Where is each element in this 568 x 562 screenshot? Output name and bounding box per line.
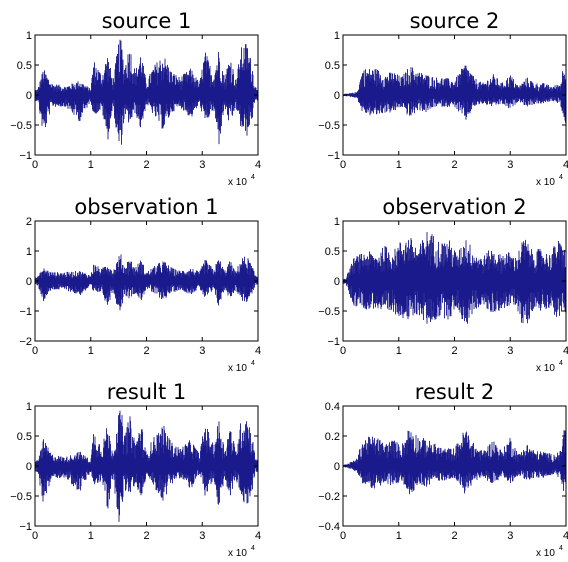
chart-5-series-line	[35, 410, 258, 522]
chart-6-y-tick-label: 0	[334, 461, 340, 473]
chart-2-x-tick-label: 3	[507, 159, 513, 171]
chart-6-y-tick-label: 0.4	[325, 401, 340, 413]
chart-6-x-multiplier-exponent: 4	[559, 545, 563, 552]
chart-2-series-line	[343, 65, 566, 123]
chart-5-x-tick-label: 1	[88, 530, 94, 542]
chart-3-title: observation 1	[74, 195, 218, 219]
chart-3-x-multiplier: x 10	[228, 363, 247, 374]
chart-2-x-multiplier: x 10	[536, 177, 555, 188]
chart-1-x-tick-label: 0	[32, 159, 38, 171]
chart-3-x-tick-label: 0	[32, 345, 38, 357]
chart-4-x-multiplier-exponent: 4	[559, 360, 563, 367]
chart-4-series-line	[343, 232, 566, 324]
chart-1-x-multiplier: x 10	[228, 177, 247, 188]
chart-6-y-tick-label: −0.4	[318, 521, 340, 533]
chart-6-y-tick-label: −0.2	[318, 491, 340, 503]
chart-3-y-tick-label: −2	[19, 336, 32, 348]
chart-5-y-tick-label: −1	[19, 521, 32, 533]
chart-5-x-tick-label: 0	[32, 530, 38, 542]
chart-4-x-tick-label: 4	[563, 345, 568, 357]
chart-4-x-multiplier: x 10	[536, 363, 555, 374]
chart-2-x-tick-label: 4	[563, 159, 568, 171]
chart-4-x-tick-label: 2	[451, 345, 457, 357]
chart-2-title: source 2	[410, 9, 500, 33]
chart-3-y-tick-label: 2	[26, 216, 32, 228]
chart-2-y-tick-label: 0.5	[325, 60, 340, 72]
chart-1-x-multiplier-exponent: 4	[251, 174, 255, 181]
chart-3-panel: observation 1 0 1 2 3 4 −2 −1 0 1 2 x 10 4	[19, 195, 261, 374]
chart-4-panel: observation 2 0 1 2 3 4 −1 −0.5 0 0.5 1 x 10 4	[318, 195, 568, 374]
chart-6-x-tick-label: 0	[340, 530, 346, 542]
chart-1-x-tick-label: 4	[255, 159, 261, 171]
chart-5-x-multiplier-exponent: 4	[251, 545, 255, 552]
chart-6-x-tick-label: 3	[507, 530, 513, 542]
chart-1-y-tick-label: 1	[26, 30, 32, 42]
chart-6-panel: result 2 0 1 2 3 4 −0.4 −0.2 0 0.2 0.4 x 10 4	[318, 380, 568, 559]
chart-2-y-tick-label: −1	[327, 150, 340, 162]
chart-5-y-tick-label: 0.5	[17, 431, 32, 443]
chart-3-series-line	[35, 254, 258, 311]
chart-5-y-tick-label: −0.5	[10, 491, 32, 503]
chart-1-x-tick-label: 2	[143, 159, 149, 171]
chart-1-y-tick-label: −0.5	[10, 120, 32, 132]
chart-4-x-tick-label: 1	[396, 345, 402, 357]
chart-1-y-tick-label: 0	[26, 90, 32, 102]
chart-2-y-tick-label: 1	[334, 30, 340, 42]
chart-6-title: result 2	[415, 380, 494, 404]
chart-4-x-tick-label: 3	[507, 345, 513, 357]
chart-5-y-tick-label: 1	[26, 401, 32, 413]
chart-2-y-tick-label: 0	[334, 90, 340, 102]
chart-6-series-line	[343, 430, 566, 495]
chart-4-y-tick-label: −1	[327, 336, 340, 348]
chart-5-x-tick-label: 4	[255, 530, 261, 542]
chart-3-y-tick-label: 1	[26, 246, 32, 258]
chart-5-x-multiplier: x 10	[228, 548, 247, 559]
chart-4-y-tick-label: 1	[334, 216, 340, 228]
chart-1-title: source 1	[102, 9, 192, 33]
chart-5-panel: result 1 0 1 2 3 4 −1 −0.5 0 0.5 1 x 10 4	[10, 380, 261, 559]
chart-5-y-tick-label: 0	[26, 461, 32, 473]
chart-3-x-tick-label: 4	[255, 345, 261, 357]
chart-2-x-multiplier-exponent: 4	[559, 174, 563, 181]
chart-1-series-line	[35, 39, 258, 145]
chart-2-x-tick-label: 2	[451, 159, 457, 171]
chart-2-x-tick-label: 0	[340, 159, 346, 171]
chart-5-x-tick-label: 3	[199, 530, 205, 542]
chart-4-x-tick-label: 0	[340, 345, 346, 357]
chart-1-y-tick-label: 0.5	[17, 60, 32, 72]
chart-3-y-tick-label: 0	[26, 276, 32, 288]
chart-5-x-tick-label: 2	[143, 530, 149, 542]
chart-6-x-tick-label: 1	[396, 530, 402, 542]
chart-4-y-tick-label: 0.5	[325, 246, 340, 258]
chart-4-title: observation 2	[382, 195, 526, 219]
chart-1-x-tick-label: 3	[199, 159, 205, 171]
chart-3-x-tick-label: 1	[88, 345, 94, 357]
chart-2-x-tick-label: 1	[396, 159, 402, 171]
chart-6-y-tick-label: 0.2	[325, 431, 340, 443]
chart-4-y-tick-label: 0	[334, 276, 340, 288]
chart-2-panel: source 2 0 1 2 3 4 −1 −0.5 0 0.5 1 x 10 4	[318, 9, 568, 188]
chart-3-x-tick-label: 2	[143, 345, 149, 357]
chart-1-x-tick-label: 1	[88, 159, 94, 171]
chart-1-y-tick-label: −1	[19, 150, 32, 162]
chart-5-title: result 1	[107, 380, 186, 404]
chart-4-y-tick-label: −0.5	[318, 306, 340, 318]
chart-2-y-tick-label: −0.5	[318, 120, 340, 132]
chart-6-x-tick-label: 4	[563, 530, 568, 542]
chart-6-x-multiplier: x 10	[536, 548, 555, 559]
chart-3-y-tick-label: −1	[19, 306, 32, 318]
chart-3-x-tick-label: 3	[199, 345, 205, 357]
chart-1-panel: source 1 0 1 2 3 4 −1 −0.5 0 0.5 1 x 10 4	[10, 9, 261, 188]
chart-3-x-multiplier-exponent: 4	[251, 360, 255, 367]
chart-6-x-tick-label: 2	[451, 530, 457, 542]
